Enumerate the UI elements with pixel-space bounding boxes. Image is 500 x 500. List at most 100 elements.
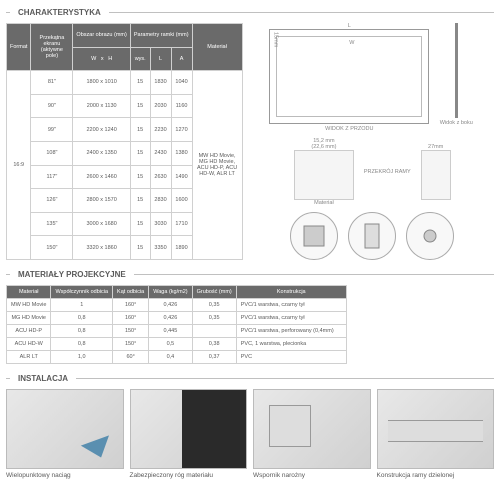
mat-cell: PVC/1 warstwa, czarny tył bbox=[236, 312, 346, 325]
char-cell: 1710 bbox=[171, 212, 192, 236]
mat-cell: 0,38 bbox=[192, 338, 236, 351]
char-cell: 15 bbox=[130, 71, 150, 95]
char-cell: 2600 x 1460 bbox=[73, 165, 130, 189]
char-cell: 1830 bbox=[150, 71, 171, 95]
char-cell: 15 bbox=[130, 94, 150, 118]
char-cell: 135" bbox=[31, 212, 73, 236]
char-cell: 108" bbox=[31, 141, 73, 165]
mat-cell: 150° bbox=[113, 338, 149, 351]
side-view: Widok z boku bbox=[437, 23, 475, 126]
char-cell: 2430 bbox=[150, 141, 171, 165]
mat-cell: 0,426 bbox=[149, 312, 192, 325]
char-cell: 2830 bbox=[150, 189, 171, 213]
mat-cell: 0,35 bbox=[192, 299, 236, 312]
mat-cell: 0,8 bbox=[51, 325, 113, 338]
install-item: Wspornik narożny bbox=[253, 389, 371, 480]
char-cell: 2230 bbox=[150, 118, 171, 142]
char-cell: 3030 bbox=[150, 212, 171, 236]
mat-cell: MW HD Movie bbox=[7, 299, 51, 312]
mat-cell: 0,5 bbox=[149, 338, 192, 351]
mat-cell: ACU HD-W bbox=[7, 338, 51, 351]
mat-cell: 0,37 bbox=[192, 351, 236, 364]
char-cell: 3320 x 1860 bbox=[73, 236, 130, 260]
char-cell: 2800 x 1570 bbox=[73, 189, 130, 213]
char-table: Format Przekątna ekranu (aktywne pole) O… bbox=[6, 23, 243, 260]
mat-cell: 0,426 bbox=[149, 299, 192, 312]
mat-section: MATERIAŁY PROJEKCYJNE Materiał Współczyn… bbox=[6, 268, 494, 364]
mh-g: Współczynnik odbicia bbox=[51, 286, 113, 299]
mat-cell: PVC/1 warstwa, perforowany (0,4mm) bbox=[236, 325, 346, 338]
char-cell: 15 bbox=[130, 236, 150, 260]
mat-cell bbox=[192, 325, 236, 338]
mat-cell: 0,4 bbox=[149, 351, 192, 364]
format-cell: 16:9 bbox=[7, 71, 31, 260]
hdr-params: Parametry ramki (mm) bbox=[130, 24, 192, 48]
char-cell: 81" bbox=[31, 71, 73, 95]
hdr-a: A bbox=[171, 47, 192, 71]
char-cell: 1380 bbox=[171, 141, 192, 165]
char-cell: 2030 bbox=[150, 94, 171, 118]
diagram-area: L W 15mm WIDOK Z PRZODU Widok z boku 15,… bbox=[251, 23, 494, 260]
mat-cell: 1 bbox=[51, 299, 113, 312]
char-cell: 1270 bbox=[171, 118, 192, 142]
front-label: WIDOK Z PRZODU bbox=[269, 126, 429, 132]
install-image bbox=[253, 389, 371, 469]
hdr-format: Format bbox=[7, 24, 31, 71]
cross-label: PRZEKRÓJ RAMY bbox=[364, 169, 411, 175]
mat-cell: MG HD Movie bbox=[7, 312, 51, 325]
profile-detail: 15,2 mm(22,6 mm) Materiał bbox=[294, 138, 354, 206]
mat-title: MATERIAŁY PROJEKCYJNE bbox=[10, 268, 134, 281]
mat-cell: 0,35 bbox=[192, 312, 236, 325]
install-caption: Wielopunktowy naciąg bbox=[6, 472, 124, 480]
side-label: Widok z boku bbox=[440, 120, 473, 126]
mat-cell: ACU HD-P bbox=[7, 325, 51, 338]
detail-row: 15,2 mm(22,6 mm) Materiał PRZEKRÓJ RAMY … bbox=[294, 138, 451, 206]
hdr-wys: wys. bbox=[130, 47, 150, 71]
char-cell: 1160 bbox=[171, 94, 192, 118]
char-cell: 126" bbox=[31, 189, 73, 213]
install-image bbox=[377, 389, 495, 469]
mh-a: Kąt odbicia bbox=[113, 286, 149, 299]
mh-t: Grubość (mm) bbox=[192, 286, 236, 299]
char-cell: 2000 x 1130 bbox=[73, 94, 130, 118]
mat-cell: PVC, 1 warstwa, plecionka bbox=[236, 338, 346, 351]
hdr-diag: Przekątna ekranu (aktywne pole) bbox=[31, 24, 73, 71]
mat-table: Materiał Współczynnik odbicia Kąt odbici… bbox=[6, 285, 347, 364]
char-cell: 1890 bbox=[171, 236, 192, 260]
char-section: CHARAKTERYSTYKA Format Przekątna ekranu … bbox=[6, 6, 494, 260]
char-cell: 3000 x 1680 bbox=[73, 212, 130, 236]
side-bar bbox=[455, 23, 458, 118]
inst-title: INSTALACJA bbox=[10, 372, 76, 385]
char-title: CHARAKTERYSTYKA bbox=[10, 6, 109, 19]
char-cell: 15 bbox=[130, 189, 150, 213]
char-cell: 1800 x 1010 bbox=[73, 71, 130, 95]
inst-section: INSTALACJA Wielopunktowy naciąg Zabezpiec… bbox=[6, 372, 494, 480]
mat-cell: 0,445 bbox=[149, 325, 192, 338]
detail-circle-3 bbox=[406, 212, 454, 260]
install-item: Konstrukcja ramy dzielonej bbox=[377, 389, 495, 480]
hdr-l: L bbox=[150, 47, 171, 71]
mat-cell: ALR LT bbox=[7, 351, 51, 364]
detail-circle-2 bbox=[348, 212, 396, 260]
mat-cell: PVC bbox=[236, 351, 346, 364]
mat-cell: 0,8 bbox=[51, 312, 113, 325]
char-cell: 150" bbox=[31, 236, 73, 260]
char-cell: 1490 bbox=[171, 165, 192, 189]
char-cell: 90" bbox=[31, 94, 73, 118]
install-image bbox=[130, 389, 248, 469]
hdr-wh: W x H bbox=[73, 47, 130, 71]
char-cell: 15 bbox=[130, 212, 150, 236]
char-cell: 2400 x 1350 bbox=[73, 141, 130, 165]
char-cell: 15 bbox=[130, 165, 150, 189]
char-cell: 99" bbox=[31, 118, 73, 142]
mat-cell: 0,8 bbox=[51, 338, 113, 351]
char-cell: 1600 bbox=[171, 189, 192, 213]
dim-w: W bbox=[349, 40, 354, 46]
install-item: Zabezpieczony róg materiału bbox=[130, 389, 248, 480]
char-cell: 2200 x 1240 bbox=[73, 118, 130, 142]
hdr-dims: Obszar obrazu (mm) bbox=[73, 24, 130, 48]
char-cell: 2630 bbox=[150, 165, 171, 189]
profile-box-2 bbox=[421, 150, 451, 200]
mh-c: Konstrukcja bbox=[236, 286, 346, 299]
mat-cell: 60° bbox=[113, 351, 149, 364]
